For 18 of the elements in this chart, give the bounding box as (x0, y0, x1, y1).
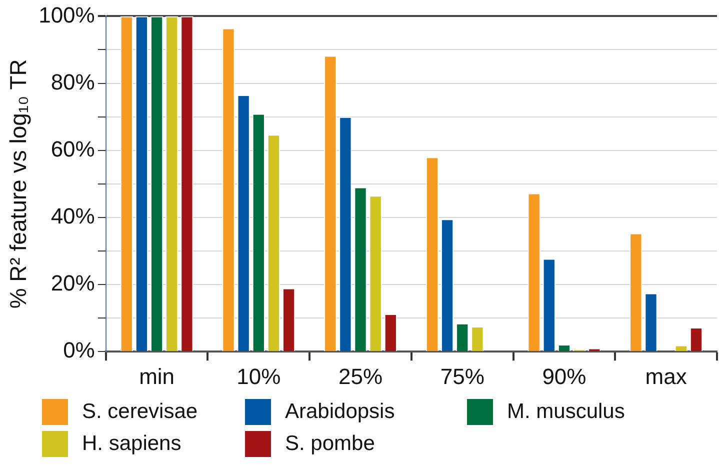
legend-label: S. pombe (285, 432, 375, 456)
y-tick-label: 20% (50, 270, 95, 296)
x-tick-label: 75% (440, 364, 484, 389)
legend-label: H. sapiens (82, 432, 182, 456)
legend-label: M. musculus (507, 400, 625, 424)
legend-label: Arabidopsis (285, 400, 395, 424)
x-tick-label: min (139, 364, 175, 389)
y-tick-label: 40% (50, 204, 95, 229)
x-tick-label: max (645, 364, 687, 389)
x-tick-label: 25% (338, 364, 383, 389)
legend-label: S. cerevisae (82, 400, 198, 424)
x-tick-label: 10% (236, 364, 281, 389)
y-tick-label: 100% (38, 2, 95, 28)
y-tick-label: 60% (50, 136, 95, 162)
y-tick-label: 0% (63, 338, 95, 363)
x-tick-label: 90% (542, 364, 586, 389)
y-axis-title: % R² feature vs log₁₀ TR (5, 59, 32, 309)
y-tick-label: 80% (50, 69, 95, 94)
